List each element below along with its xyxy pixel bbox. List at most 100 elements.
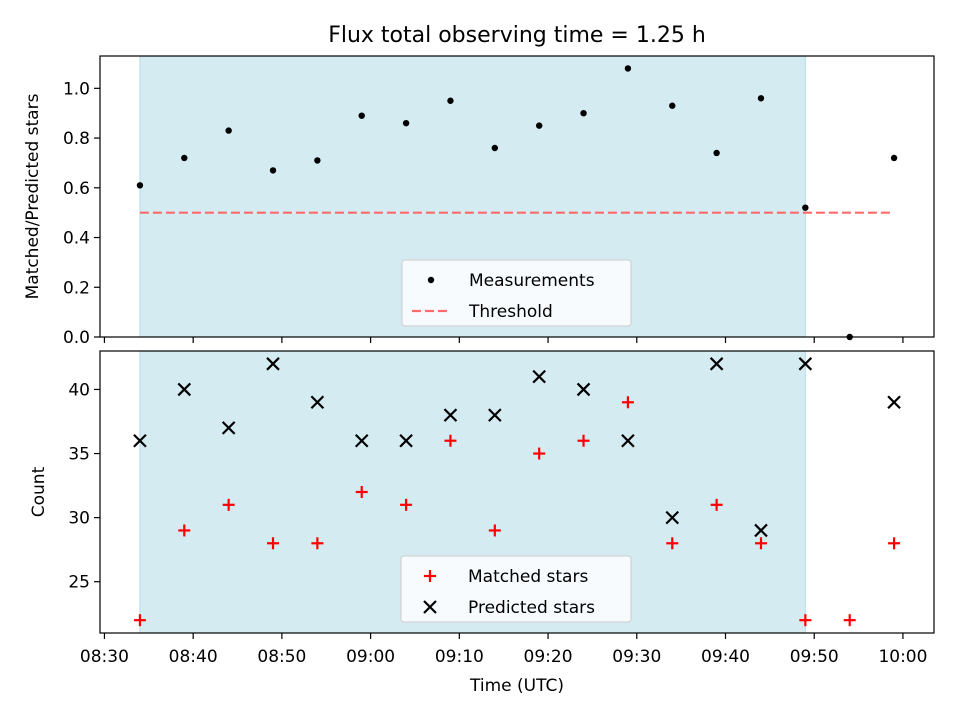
chart-title: Flux total observing time = 1.25 h (328, 23, 706, 48)
predicted-star-point (177, 382, 192, 397)
bottom-legend-label: Matched stars (468, 567, 588, 587)
x-b (488, 408, 502, 422)
x-b (709, 357, 724, 371)
x-b (310, 395, 325, 410)
measurement-point (269, 167, 277, 174)
top-y-tick-label: 0.4 (63, 229, 90, 249)
measurement-point (447, 97, 454, 104)
top-x-axis-ticks (103, 337, 904, 343)
predicted-star-point (310, 395, 325, 410)
predicted-star-point (709, 357, 724, 371)
predicted-star-point (621, 433, 635, 448)
predicted-star-point (532, 369, 546, 384)
predicted-star-point (754, 523, 768, 538)
measurement-point (136, 182, 144, 189)
legend-predicted-marker (423, 600, 437, 614)
bottom-y-axis-label: Count (29, 466, 49, 517)
x-b (443, 408, 458, 422)
x-b (887, 395, 901, 410)
top-y-tick-label: 0.2 (63, 278, 90, 298)
matched-star-point (577, 434, 590, 447)
x-tick-label: 08:40 (169, 647, 218, 667)
measurement-point (580, 109, 587, 117)
x-tick-label: 09:40 (701, 647, 750, 667)
predicted-star-point (665, 510, 680, 525)
top-y-tick-label: 0.0 (63, 328, 90, 348)
top-legend: Measurements Threshold (401, 259, 632, 327)
measurement-point (624, 65, 632, 72)
measurement-point (890, 154, 898, 162)
bottom-legend-box (400, 555, 632, 623)
measurement-point (757, 95, 765, 102)
matched-star-point (533, 447, 546, 460)
top-y-tick-label: 1.0 (63, 79, 90, 99)
top-y-tick-label: 0.6 (63, 179, 90, 199)
x-b (133, 433, 147, 448)
bottom-legend: Matched stars Predicted stars (400, 555, 632, 623)
bottom-y-tick-label: 35 (68, 445, 90, 465)
x-axis-label: Time (UTC) (469, 676, 564, 696)
top-y-tick-label: 0.8 (63, 129, 90, 149)
bottom-y-tick-label: 30 (68, 509, 90, 529)
bottom-axes-frame (99, 350, 935, 634)
top-legend-label: Threshold (468, 302, 553, 322)
x-tick-label: 09:10 (435, 647, 484, 667)
matched-star-point (710, 498, 723, 511)
matched-star-point (754, 537, 767, 550)
matched-star-point (888, 537, 901, 550)
measurement-point (535, 122, 543, 129)
measurement-point (669, 102, 676, 109)
legend-matched-marker (424, 570, 436, 582)
bottom-y-tick-label: 40 (68, 380, 90, 400)
measurement-point (225, 127, 232, 134)
top-y-axis-label: Matched/Predicted stars (23, 93, 43, 299)
x-b (177, 382, 192, 397)
bottom-y-axis: 25 30 35 40 (68, 380, 100, 593)
x-b (266, 357, 280, 371)
bottom-data-marks (133, 357, 901, 627)
x-b (576, 382, 591, 397)
matched-star-point (267, 537, 280, 550)
x-b (399, 433, 413, 448)
measurement-point (802, 204, 809, 211)
top-y-axis: 0.0 0.2 0.4 0.6 0.8 1.0 (63, 79, 100, 348)
top-legend-box (401, 259, 632, 327)
x-b (621, 433, 635, 448)
matched-star-point (799, 614, 812, 627)
bottom-x-axis: 08:30 08:40 08:50 09:00 09:10 09:20 09:30 09:40… (80, 633, 927, 667)
matched-star-point (311, 537, 324, 550)
x-b (532, 369, 546, 384)
top-legend-label: Measurements (469, 271, 595, 291)
predicted-star-point (798, 357, 813, 371)
x-b (754, 523, 768, 538)
matched-star-point (666, 537, 679, 550)
matched-star-point (488, 524, 501, 537)
x-tick-label: 09:30 (612, 647, 661, 667)
x-b (354, 433, 369, 448)
x-tick-label: 09:50 (790, 647, 839, 667)
bottom-legend-label: Predicted stars (468, 598, 595, 618)
matched-star-point (843, 614, 856, 627)
measurement-point (314, 157, 321, 164)
top-axes-frame (99, 55, 935, 338)
matched-star-point (178, 524, 191, 537)
predicted-star-point (488, 408, 502, 422)
x-b (221, 421, 236, 435)
x-b (798, 357, 813, 371)
measurement-point (713, 149, 720, 157)
x-tick-label: 08:30 (80, 647, 129, 667)
predicted-star-point (354, 433, 369, 448)
predicted-star-point (221, 421, 236, 435)
measurement-point (358, 112, 365, 119)
matched-star-point (222, 498, 235, 511)
predicted-star-point (576, 382, 591, 397)
x-tick-label: 09:20 (524, 647, 573, 667)
top-panel: 0.0 0.2 0.4 0.6 0.8 1.0 Matched/Predicted sta… (23, 55, 935, 348)
matched-star-point (621, 396, 634, 409)
measurement-point (181, 154, 188, 162)
matched-star-point (444, 434, 457, 447)
predicted-star-point (266, 357, 280, 371)
predicted-star-point (443, 408, 458, 422)
